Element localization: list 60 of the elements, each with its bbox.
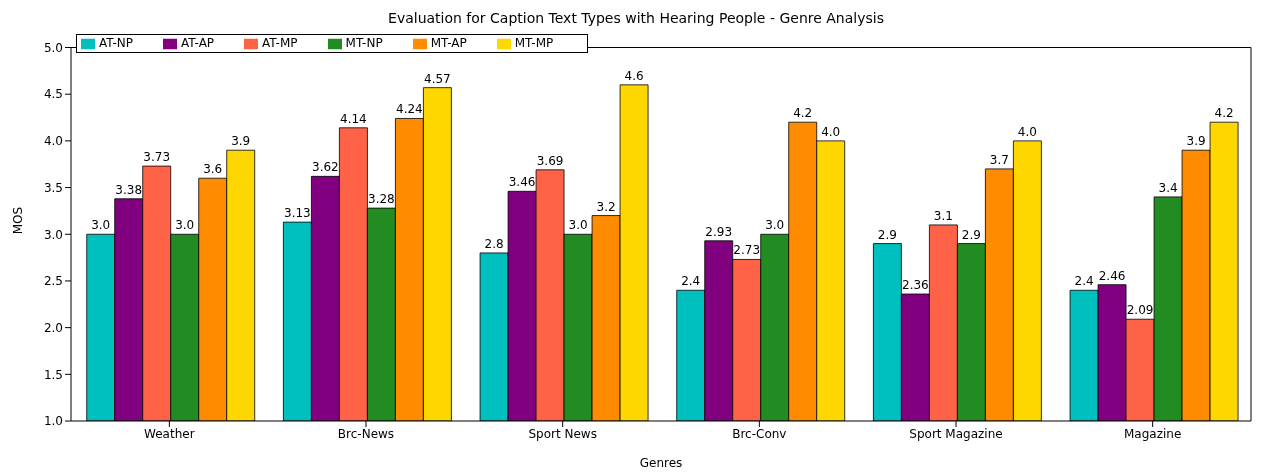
y-tick-label: 2.5 [43,274,63,289]
legend-label: AT-MP [262,36,298,50]
data-label: 3.28 [368,192,395,207]
x-tick-label: Weather [144,426,195,441]
legend-label: AT-AP [181,36,215,50]
data-label: 2.4 [681,274,701,289]
data-label: 4.14 [340,111,367,126]
y-tick-label: 4.0 [43,134,63,149]
y-tick-label: 5.0 [43,40,63,55]
data-label: 3.38 [115,182,143,197]
y-tick-label: 1.0 [43,414,63,429]
data-label: 3.4 [1158,180,1178,195]
legend-label: MT-AP [430,36,467,50]
data-label: 4.2 [793,106,813,121]
data-label: 3.0 [175,218,195,233]
data-label: 3.69 [536,153,564,168]
data-label: 4.57 [424,71,451,86]
data-label: 4.24 [396,102,423,117]
data-label: 2.73 [733,243,761,258]
legend-label: MT-NP [345,36,383,50]
x-axis-title: Genres [639,456,683,470]
legend-label: MT-MP [514,36,554,50]
data-label: 3.0 [91,218,111,233]
data-label: 3.6 [203,162,223,177]
data-label: 2.93 [705,224,733,239]
data-label: 2.46 [1098,268,1126,283]
data-label: 3.9 [231,134,251,149]
data-label: 2.9 [877,227,897,242]
data-label: 3.62 [312,160,339,175]
data-label: 3.1 [933,208,953,223]
x-tick-label: Sport News [528,426,597,441]
y-tick-label: 2.0 [43,320,63,335]
data-label: 2.09 [1126,303,1154,318]
x-tick-label: Brc-Conv [732,426,787,441]
y-axis-title: MOS [11,206,26,235]
data-label: 3.73 [143,150,171,165]
x-tick-label: Magazine [1124,426,1182,441]
data-label: 3.46 [508,175,536,190]
x-tick-label: Brc-News [337,426,395,441]
data-label: 4.0 [1017,124,1037,139]
data-label: 3.0 [568,218,588,233]
data-label: 2.36 [902,278,929,293]
data-label: 4.0 [821,124,841,139]
data-label: 3.13 [284,206,311,221]
y-tick-label: 4.5 [43,87,63,102]
data-label: 3.9 [1186,134,1206,149]
chart-title: Evaluation for Caption Text Types with Hearing People - Genre Analysis [387,9,885,28]
data-label: 2.9 [961,227,981,242]
y-tick-label: 1.5 [43,367,63,382]
data-label: 2.8 [484,236,504,251]
data-label: 3.7 [989,152,1009,167]
data-label: 4.2 [1214,106,1234,121]
data-label: 2.4 [1074,274,1094,289]
data-label: 3.0 [765,218,785,233]
x-tick-label: Sport Magazine [909,426,1003,441]
legend-label: AT-NP [99,36,134,50]
data-label: 4.6 [624,68,644,83]
data-label: 3.2 [596,199,616,214]
y-tick-label: 3.0 [43,227,63,242]
y-tick-label: 3.5 [43,180,63,195]
